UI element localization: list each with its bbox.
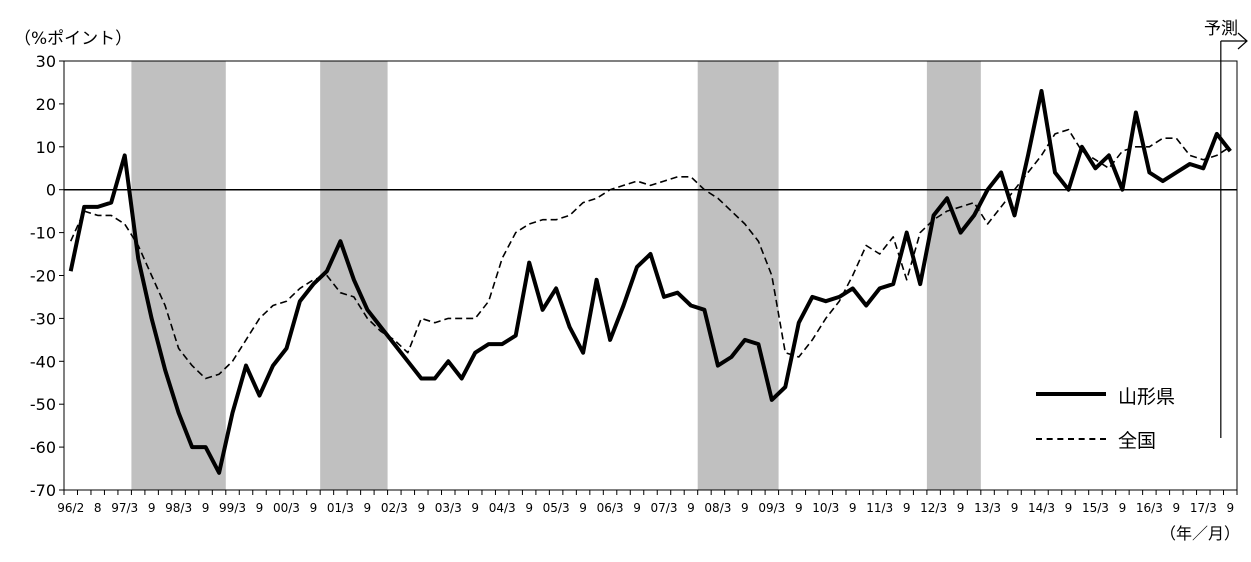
x-tick-label: 9	[741, 501, 749, 515]
x-tick-label: 9	[1065, 501, 1073, 515]
x-tick-label: 09/3	[758, 501, 785, 515]
x-tick-label: 13/3	[974, 501, 1001, 515]
legend-item-national: 全国	[1036, 424, 1206, 454]
x-tick-label: 02/3	[381, 501, 408, 515]
x-tick-label: 17/3	[1190, 501, 1217, 515]
forecast-label: 予測	[1204, 19, 1238, 39]
x-tick-label: 98/3	[165, 501, 192, 515]
series-line-yamagata	[68, 89, 1232, 475]
x-tick-label: 07/3	[651, 501, 678, 515]
x-tick-label: 9	[202, 501, 210, 515]
x-tick-label: 9	[364, 501, 372, 515]
shaded-band	[131, 61, 226, 490]
legend-swatch-solid	[1036, 392, 1106, 396]
x-tick-label: 06/3	[597, 501, 624, 515]
y-tick-label: 10	[36, 138, 56, 157]
y-tick-label: -70	[30, 481, 56, 500]
x-tick-label: 15/3	[1082, 501, 1109, 515]
x-tick-label: 08/3	[704, 501, 731, 515]
y-tick-label: -10	[30, 224, 56, 243]
y-tick-label: -40	[30, 352, 56, 371]
y-axis: 30 20 10 0 -10 -20 -30 -40 -50 -60 -70	[30, 52, 64, 500]
x-tick-label: 9	[1226, 501, 1234, 515]
x-tick-label: 9	[310, 501, 318, 515]
x-tick-label: 11/3	[866, 501, 893, 515]
series-line-national	[69, 128, 1231, 380]
legend-label-national: 全国	[1118, 430, 1157, 452]
x-tick-label: 9	[1011, 501, 1019, 515]
shaded-band	[697, 61, 779, 490]
x-tick-label: 99/3	[219, 501, 246, 515]
y-tick-label: 30	[36, 52, 56, 71]
x-tick-label: 05/3	[543, 501, 570, 515]
forecast-marker	[1220, 32, 1248, 438]
forecast-arrow-head	[1237, 32, 1248, 50]
x-tick-label: 9	[795, 501, 803, 515]
x-tick-label: 00/3	[273, 501, 300, 515]
x-tick-label: 10/3	[812, 501, 839, 515]
x-tick-label: 9	[1173, 501, 1181, 515]
x-tick-label: 01/3	[327, 501, 354, 515]
x-tick-label: 8	[94, 501, 102, 515]
x-tick-label: 9	[849, 501, 857, 515]
y-tick-label: 20	[36, 95, 56, 114]
y-unit-label: （%ポイント）	[14, 29, 133, 49]
x-tick-label: 9	[957, 501, 965, 515]
y-tick-label: -60	[30, 438, 56, 457]
legend: 山形県 全国	[1036, 380, 1206, 480]
x-tick-label: 03/3	[435, 501, 462, 515]
x-tick-label: 14/3	[1028, 501, 1055, 515]
x-tick-label: 97/3	[111, 501, 138, 515]
x-tick-label: 9	[633, 501, 641, 515]
x-tick-label: 9	[579, 501, 587, 515]
x-tick-label: 9	[687, 501, 695, 515]
legend-swatch-dashed	[1036, 438, 1106, 440]
x-axis: 96/2 8 97/3 9 98/3 9 99/3 9 00/3 9 01/3 9 02/3 9 03/3 9…	[57, 490, 1238, 515]
x-tick-label: 9	[903, 501, 911, 515]
x-axis-title: （年／月）	[1160, 524, 1241, 543]
x-tick-label: 12/3	[920, 501, 947, 515]
legend-label-yamagata: 山形県	[1118, 386, 1176, 408]
y-tick-label: -50	[30, 395, 56, 414]
plot-frame	[63, 60, 1238, 491]
y-tick-label: -20	[30, 267, 56, 286]
x-tick-label: 9	[471, 501, 479, 515]
x-tick-label: 9	[525, 501, 533, 515]
legend-item-yamagata: 山形県	[1036, 380, 1206, 410]
y-tick-label: 0	[46, 181, 56, 200]
x-tick-label: 9	[1119, 501, 1127, 515]
x-tick-label: 9	[148, 501, 156, 515]
y-tick-label: -30	[30, 309, 56, 328]
x-tick-label: 96/2	[57, 501, 84, 515]
shaded-band	[926, 61, 981, 490]
x-tick-label: 9	[417, 501, 425, 515]
x-tick-label: 04/3	[489, 501, 516, 515]
series-lines	[68, 89, 1232, 475]
x-tick-label: 16/3	[1136, 501, 1163, 515]
x-tick-label: 9	[256, 501, 264, 515]
